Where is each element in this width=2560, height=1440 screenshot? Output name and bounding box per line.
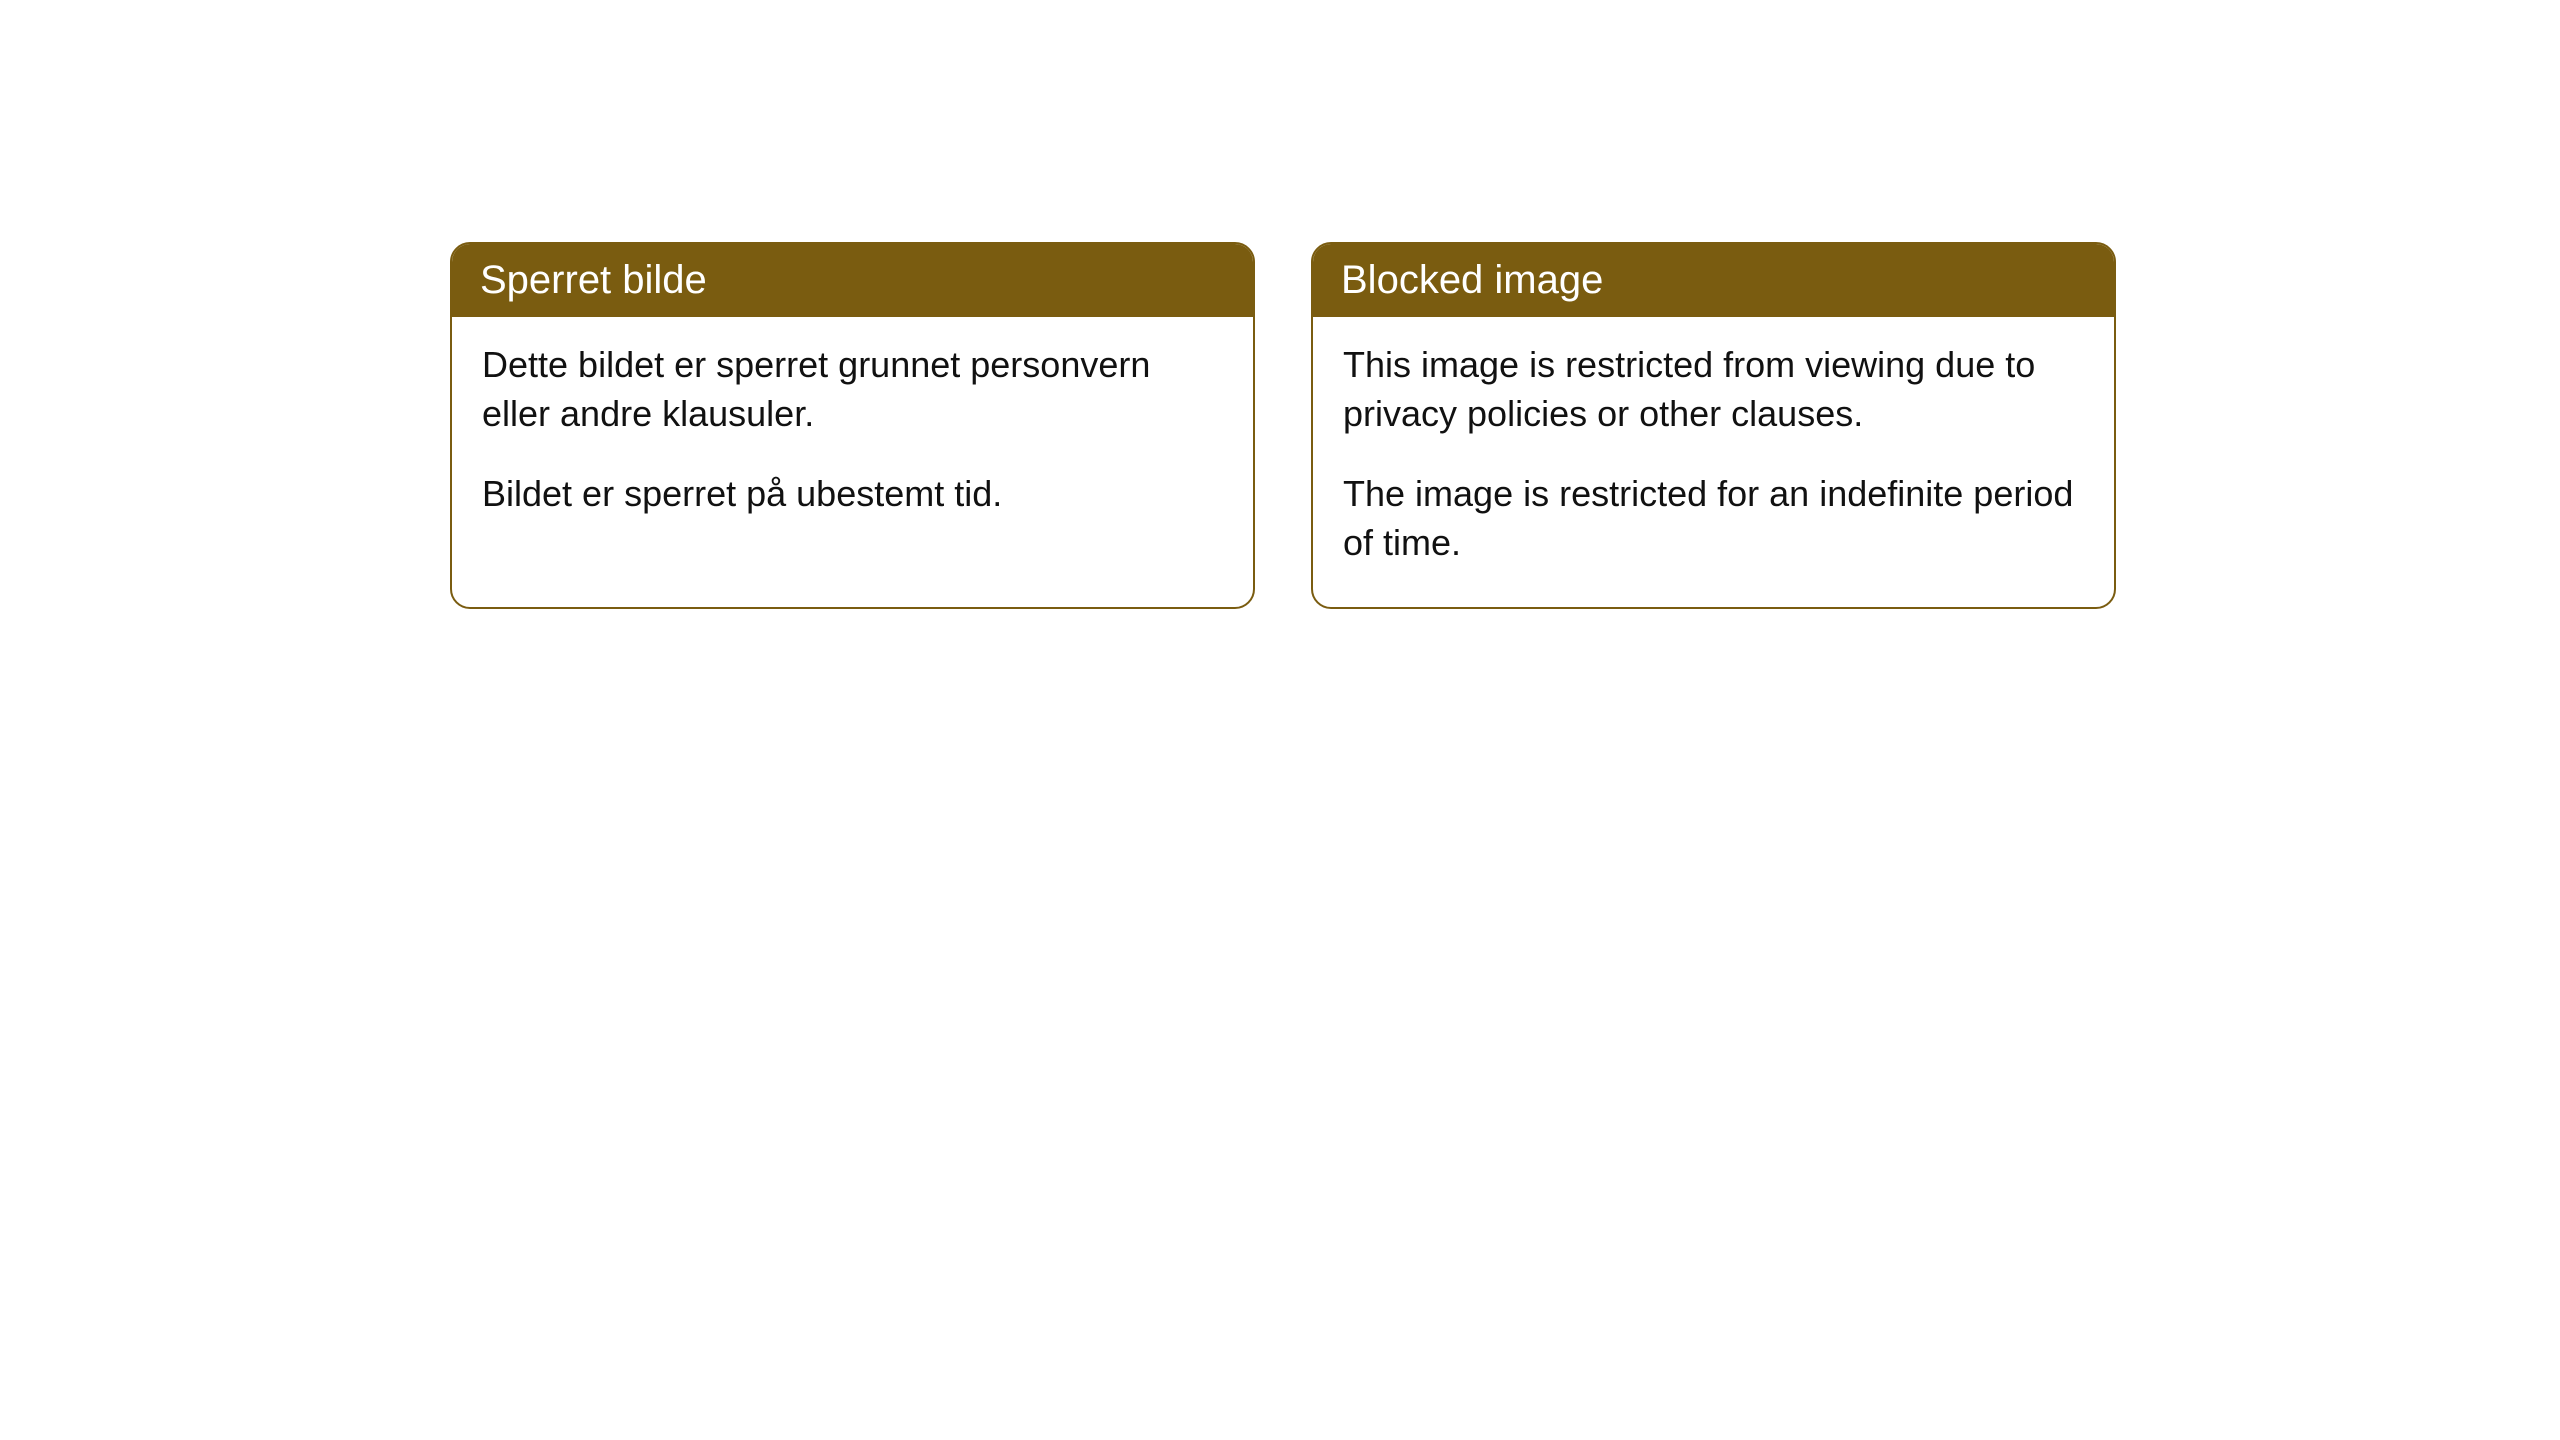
card-title-norwegian: Sperret bilde (480, 258, 707, 302)
card-body-english: This image is restricted from viewing du… (1313, 317, 2114, 607)
blocked-image-card-norwegian: Sperret bilde Dette bildet er sperret gr… (450, 242, 1255, 609)
card-paragraph-1-norwegian: Dette bildet er sperret grunnet personve… (482, 341, 1223, 438)
card-header-norwegian: Sperret bilde (452, 244, 1253, 317)
card-paragraph-2-english: The image is restricted for an indefinit… (1343, 470, 2084, 567)
card-title-english: Blocked image (1341, 258, 1603, 302)
card-paragraph-1-english: This image is restricted from viewing du… (1343, 341, 2084, 438)
notice-cards-container: Sperret bilde Dette bildet er sperret gr… (450, 242, 2116, 609)
card-header-english: Blocked image (1313, 244, 2114, 317)
card-body-norwegian: Dette bildet er sperret grunnet personve… (452, 317, 1253, 559)
card-paragraph-2-norwegian: Bildet er sperret på ubestemt tid. (482, 470, 1223, 519)
blocked-image-card-english: Blocked image This image is restricted f… (1311, 242, 2116, 609)
